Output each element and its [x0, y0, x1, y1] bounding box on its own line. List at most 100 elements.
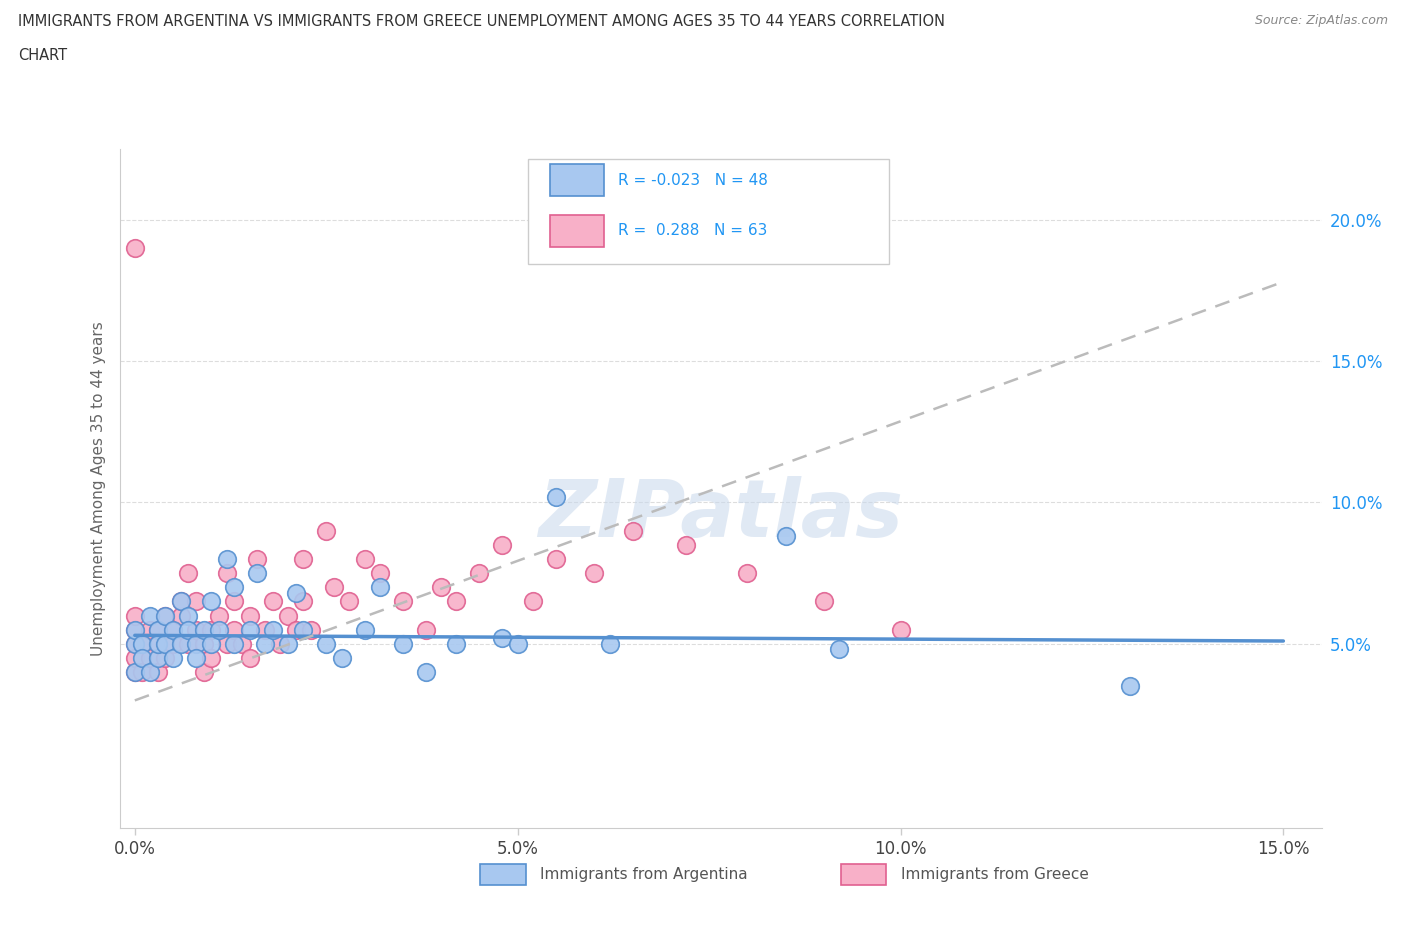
- Point: [215, 636, 238, 651]
- Point: [155, 608, 177, 623]
- Point: [246, 551, 269, 566]
- Point: [544, 489, 567, 504]
- Point: [131, 665, 153, 680]
- Point: [224, 622, 246, 637]
- Point: [292, 622, 315, 637]
- Point: [124, 665, 146, 680]
- Point: [284, 622, 307, 637]
- Point: [391, 594, 413, 609]
- Point: [155, 608, 177, 623]
- Point: [193, 636, 215, 651]
- Point: [415, 665, 437, 680]
- Point: [177, 565, 200, 580]
- Point: [828, 642, 851, 657]
- Bar: [550, 164, 605, 196]
- Point: [292, 594, 315, 609]
- Point: [215, 565, 238, 580]
- Point: [775, 529, 797, 544]
- Point: [124, 665, 146, 680]
- Point: [124, 651, 146, 666]
- Text: Source: ZipAtlas.com: Source: ZipAtlas.com: [1254, 14, 1388, 27]
- Point: [468, 565, 491, 580]
- Point: [177, 622, 200, 637]
- Point: [368, 579, 391, 594]
- Point: [208, 622, 231, 637]
- Point: [162, 622, 184, 637]
- Point: [277, 636, 299, 651]
- Point: [200, 594, 222, 609]
- Point: [239, 622, 262, 637]
- Point: [269, 636, 291, 651]
- Point: [583, 565, 606, 580]
- Point: [215, 551, 238, 566]
- Point: [146, 651, 169, 666]
- Point: [155, 636, 177, 651]
- Point: [315, 636, 337, 651]
- Text: IMMIGRANTS FROM ARGENTINA VS IMMIGRANTS FROM GREECE UNEMPLOYMENT AMONG AGES 35 T: IMMIGRANTS FROM ARGENTINA VS IMMIGRANTS …: [18, 14, 945, 29]
- Point: [200, 636, 222, 651]
- Point: [889, 622, 911, 637]
- Point: [621, 524, 644, 538]
- Point: [224, 594, 246, 609]
- Point: [284, 586, 307, 601]
- Point: [184, 636, 207, 651]
- Point: [177, 608, 200, 623]
- Point: [292, 551, 315, 566]
- Point: [124, 636, 146, 651]
- Point: [813, 594, 835, 609]
- Point: [162, 651, 184, 666]
- Bar: [550, 215, 605, 247]
- Point: [193, 665, 215, 680]
- Point: [170, 636, 193, 651]
- Point: [139, 622, 162, 637]
- Point: [599, 636, 621, 651]
- Point: [131, 651, 153, 666]
- Point: [139, 608, 162, 623]
- Point: [139, 651, 162, 666]
- Point: [246, 565, 269, 580]
- Point: [544, 551, 567, 566]
- Point: [146, 622, 169, 637]
- Point: [315, 524, 337, 538]
- Point: [253, 636, 276, 651]
- Point: [299, 622, 322, 637]
- Point: [162, 636, 184, 651]
- Point: [170, 594, 193, 609]
- Point: [124, 622, 146, 637]
- Point: [430, 579, 453, 594]
- Point: [124, 622, 146, 637]
- Point: [184, 594, 207, 609]
- Point: [415, 622, 437, 637]
- Point: [391, 636, 413, 651]
- Point: [262, 622, 284, 637]
- Bar: [479, 864, 526, 885]
- Text: Immigrants from Greece: Immigrants from Greece: [901, 867, 1088, 882]
- Point: [124, 636, 146, 651]
- Point: [675, 538, 697, 552]
- Point: [322, 579, 344, 594]
- Point: [170, 594, 193, 609]
- Point: [200, 622, 222, 637]
- Point: [131, 636, 153, 651]
- Point: [253, 622, 276, 637]
- Bar: [841, 864, 886, 885]
- Point: [208, 608, 231, 623]
- Point: [146, 665, 169, 680]
- Point: [491, 538, 513, 552]
- Point: [224, 579, 246, 594]
- Point: [124, 240, 146, 255]
- Point: [446, 594, 468, 609]
- Text: R =  0.288   N = 63: R = 0.288 N = 63: [619, 223, 768, 238]
- Point: [446, 636, 468, 651]
- Point: [522, 594, 544, 609]
- Point: [139, 665, 162, 680]
- Point: [1119, 679, 1142, 694]
- Point: [200, 651, 222, 666]
- Point: [337, 594, 360, 609]
- Point: [162, 622, 184, 637]
- Point: [491, 631, 513, 645]
- Point: [184, 651, 207, 666]
- Point: [277, 608, 299, 623]
- Point: [330, 651, 353, 666]
- Point: [146, 636, 169, 651]
